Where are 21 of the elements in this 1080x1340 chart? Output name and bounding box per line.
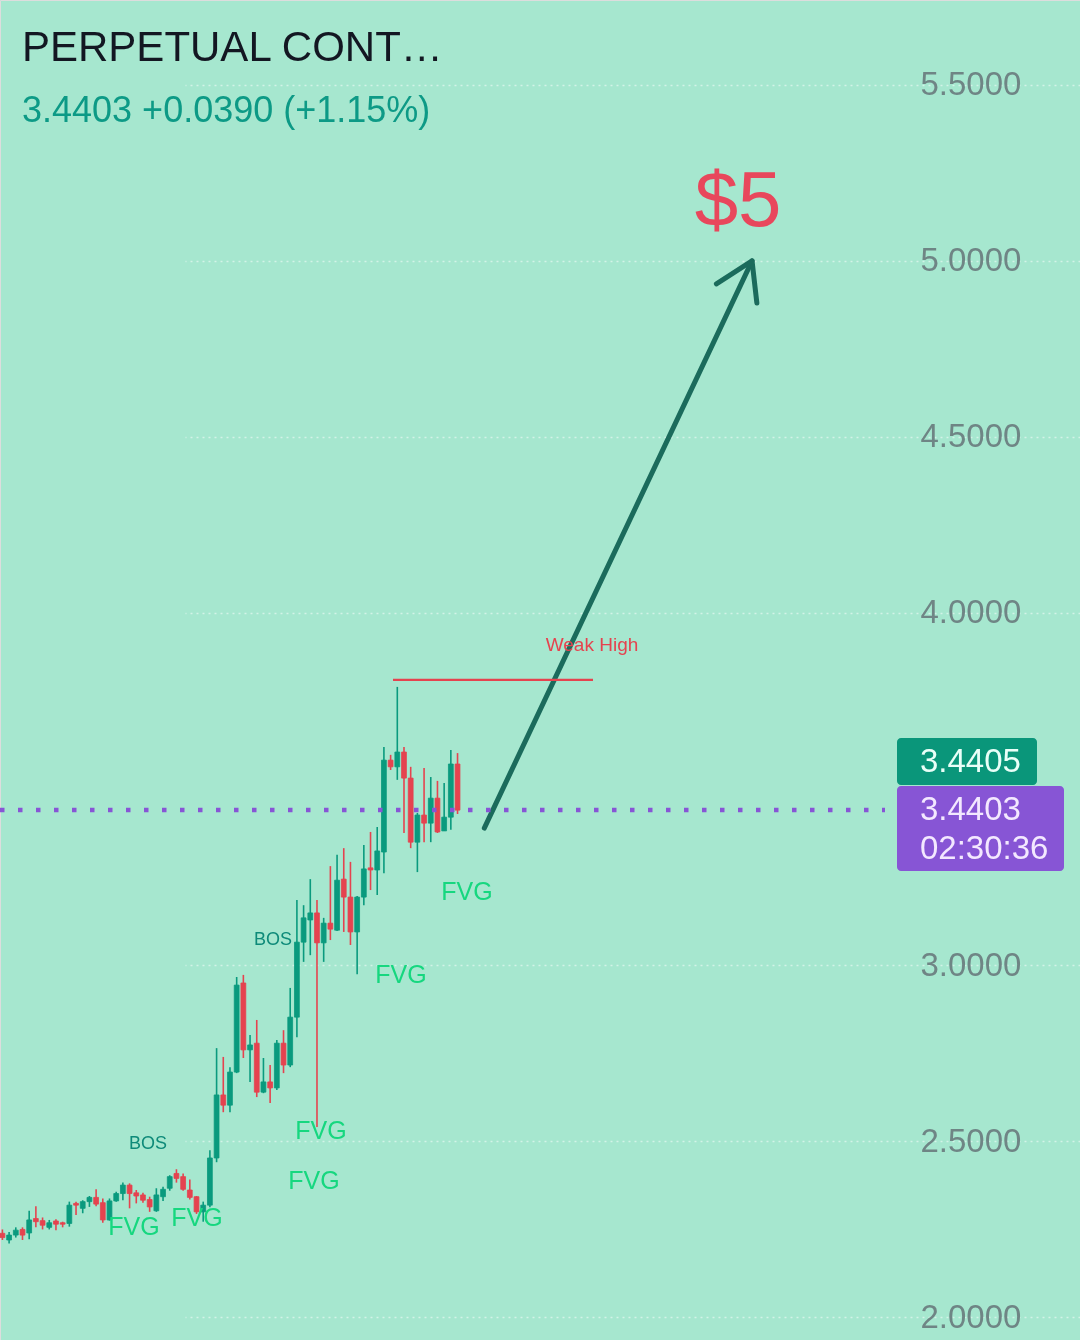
ref-line-label: 3.4403 <box>920 790 1021 828</box>
y-tick-label: 2.0000 <box>920 1297 1022 1335</box>
annotation: FVG <box>375 960 427 988</box>
text: 3.4403 +0.0390 (+1.15%) <box>22 89 431 130</box>
annotation: BOS <box>128 1133 168 1153</box>
annotation: $5 <box>694 155 782 243</box>
y-tick-label: 4.5000 <box>920 417 1022 455</box>
y-tick-label: 2.5000 <box>920 1121 1022 1159</box>
y-tick-label: 4.0000 <box>920 593 1022 631</box>
annotation: FVG <box>441 877 493 905</box>
y-tick-label: 3.0000 <box>920 945 1022 983</box>
y-tick-label: 5.5000 <box>920 65 1022 103</box>
text: PERPETUAL CONT… <box>22 23 443 70</box>
text: 02:30:36 <box>920 829 1049 866</box>
annotation: FVG <box>108 1212 160 1240</box>
annotation: FVG <box>171 1203 223 1231</box>
text: 3.4405 <box>920 742 1021 779</box>
annotation: FVG <box>295 1116 347 1144</box>
annotation: BOS <box>253 929 293 949</box>
y-tick-label: 5.0000 <box>920 241 1022 279</box>
annotation: FVG <box>288 1166 340 1194</box>
